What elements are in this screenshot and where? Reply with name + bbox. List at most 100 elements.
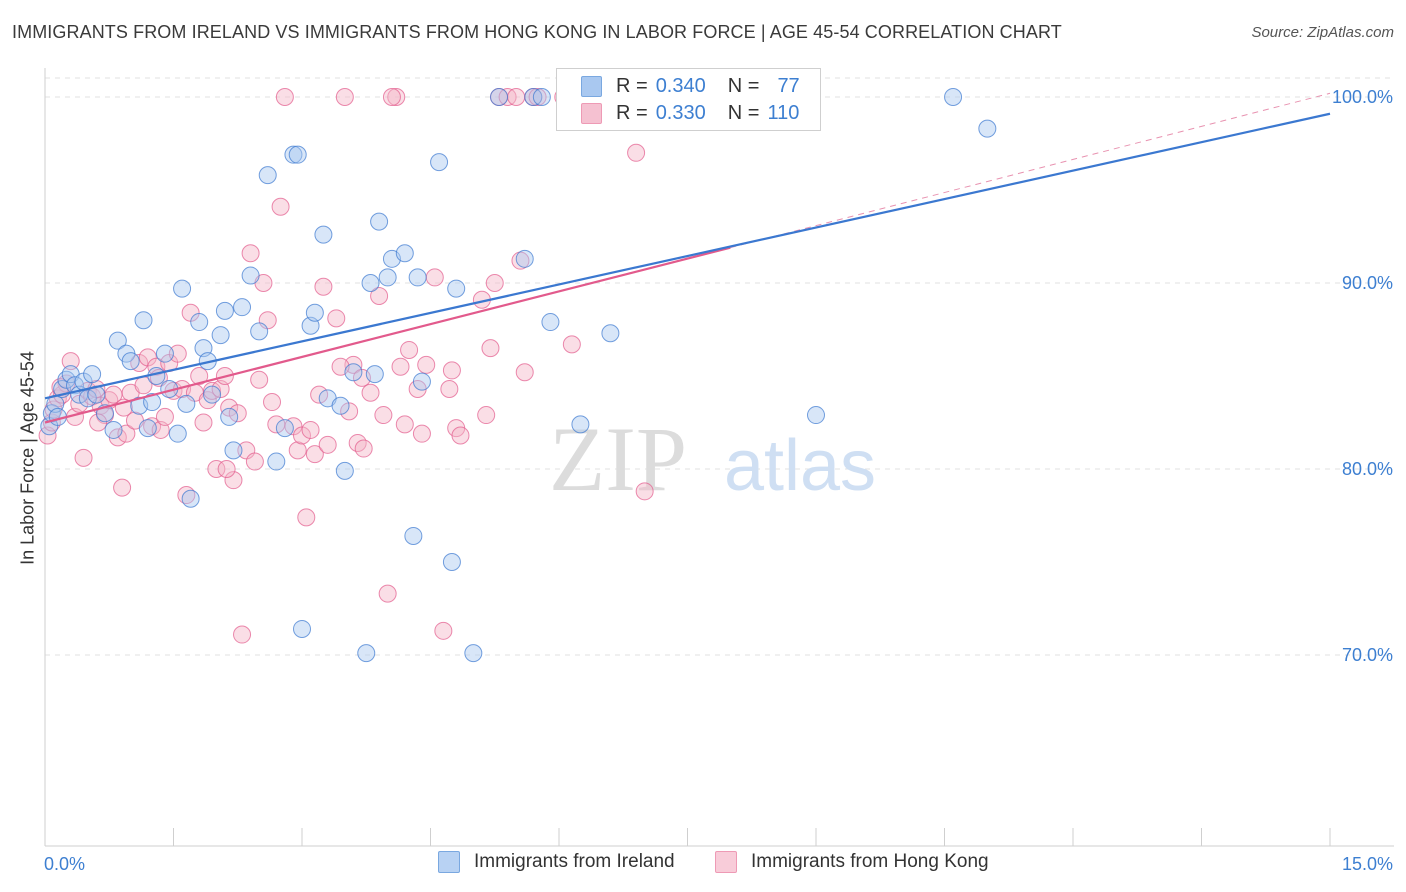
- point-immigrants-from-hong-kong: [61, 352, 80, 371]
- point-immigrants-from-ireland: [267, 452, 286, 471]
- point-immigrants-from-ireland: [65, 376, 84, 395]
- point-immigrants-from-ireland: [168, 424, 187, 443]
- point-immigrants-from-hong-kong: [314, 277, 333, 296]
- point-immigrants-from-hong-kong: [288, 441, 307, 460]
- point-immigrants-from-hong-kong: [74, 448, 93, 467]
- point-immigrants-from-hong-kong: [217, 460, 236, 478]
- legend-n-label: N =: [727, 74, 760, 97]
- point-immigrants-from-hong-kong: [361, 383, 380, 402]
- legend-r-value: 0.340: [655, 74, 706, 97]
- point-immigrants-from-hong-kong: [250, 370, 269, 389]
- point-immigrants-from-ireland: [250, 322, 269, 341]
- point-immigrants-from-hong-kong: [318, 435, 337, 454]
- point-immigrants-from-ireland: [233, 298, 252, 317]
- point-immigrants-from-ireland: [275, 419, 294, 438]
- point-immigrants-from-hong-kong: [400, 340, 419, 359]
- point-immigrants-from-ireland: [601, 324, 620, 343]
- point-immigrants-from-hong-kong: [220, 398, 239, 417]
- point-immigrants-from-hong-kong: [228, 404, 247, 423]
- legend-r-label: R =: [616, 74, 648, 97]
- point-immigrants-from-ireland: [314, 225, 333, 244]
- point-immigrants-from-ireland: [807, 406, 825, 425]
- point-immigrants-from-ireland: [571, 415, 590, 434]
- point-immigrants-from-hong-kong: [528, 88, 547, 106]
- series-swatch-hong-kong: [715, 851, 737, 873]
- series-swatch-ireland: [438, 851, 460, 873]
- point-immigrants-from-ireland: [134, 311, 153, 330]
- legend-r-label: R =: [616, 101, 648, 124]
- point-immigrants-from-hong-kong: [275, 88, 294, 106]
- point-immigrants-from-hong-kong: [477, 406, 496, 425]
- point-immigrants-from-hong-kong: [391, 357, 410, 376]
- data-points: [38, 88, 997, 663]
- point-immigrants-from-ireland: [155, 344, 174, 363]
- point-immigrants-from-hong-kong: [440, 380, 459, 399]
- point-immigrants-from-hong-kong: [155, 407, 174, 426]
- point-immigrants-from-ireland: [370, 212, 389, 231]
- point-immigrants-from-hong-kong: [340, 402, 359, 421]
- point-immigrants-from-hong-kong: [89, 413, 108, 432]
- series-name-ireland: Immigrants from Ireland: [474, 851, 675, 872]
- y-tick-label: 90.0%: [1342, 273, 1393, 293]
- point-immigrants-from-ireland: [378, 268, 397, 287]
- point-immigrants-from-ireland: [490, 88, 509, 106]
- point-immigrants-from-hong-kong: [417, 355, 436, 374]
- point-immigrants-from-hong-kong: [194, 413, 213, 432]
- point-immigrants-from-ireland: [408, 268, 427, 287]
- trend-extension-hong-kong: [730, 92, 1331, 249]
- point-immigrants-from-ireland: [173, 279, 192, 298]
- point-immigrants-from-hong-kong: [297, 508, 316, 527]
- point-immigrants-from-hong-kong: [293, 426, 311, 445]
- point-immigrants-from-ireland: [224, 441, 243, 460]
- point-immigrants-from-ireland: [944, 88, 963, 106]
- point-immigrants-from-hong-kong: [395, 415, 414, 434]
- watermark-zip: ZIP: [549, 408, 687, 510]
- point-immigrants-from-ireland: [344, 363, 363, 382]
- point-immigrants-from-hong-kong: [442, 361, 461, 380]
- point-immigrants-from-ireland: [288, 145, 307, 164]
- point-immigrants-from-ireland: [215, 301, 234, 320]
- point-immigrants-from-hong-kong: [434, 621, 453, 640]
- correlation-legend: R = 0.340 N = 77 R = 0.330 N = 110: [556, 68, 821, 131]
- grid-lines: [45, 77, 1394, 656]
- point-immigrants-from-hong-kong: [481, 339, 500, 358]
- point-immigrants-from-ireland: [241, 266, 260, 285]
- trend-lines: [44, 92, 1331, 424]
- point-immigrants-from-hong-kong: [374, 406, 393, 425]
- point-immigrants-from-ireland: [464, 644, 483, 663]
- point-immigrants-from-ireland: [258, 166, 277, 185]
- legend-n-value: 77: [777, 74, 800, 97]
- series-legend: Immigrants from Ireland Immigrants from …: [0, 851, 1406, 879]
- point-immigrants-from-hong-kong: [335, 88, 354, 106]
- point-immigrants-from-hong-kong: [301, 420, 320, 439]
- point-immigrants-from-hong-kong: [382, 88, 401, 106]
- point-immigrants-from-hong-kong: [233, 625, 252, 644]
- point-immigrants-from-ireland: [181, 489, 200, 508]
- chart-title: IMMIGRANTS FROM IRELAND VS IMMIGRANTS FR…: [12, 22, 1062, 42]
- point-immigrants-from-ireland: [121, 352, 140, 371]
- point-immigrants-from-ireland: [331, 396, 350, 415]
- y-tick-label: 80.0%: [1342, 459, 1393, 479]
- point-immigrants-from-ireland: [335, 461, 354, 480]
- point-immigrants-from-hong-kong: [515, 363, 534, 382]
- point-immigrants-from-ireland: [104, 420, 123, 439]
- point-immigrants-from-hong-kong: [485, 274, 504, 292]
- point-immigrants-from-ireland: [978, 119, 997, 138]
- tick-labels: 70.0% 80.0% 90.0% 100.0% 0.0% 15.0%: [44, 87, 1393, 874]
- y-tick-label: 70.0%: [1342, 645, 1393, 665]
- point-immigrants-from-ireland: [305, 303, 324, 322]
- series-legend-hong-kong: Immigrants from Hong Kong: [715, 851, 989, 873]
- point-immigrants-from-ireland: [361, 274, 380, 292]
- point-immigrants-from-ireland: [447, 279, 466, 298]
- y-tick-label: 100.0%: [1332, 87, 1393, 107]
- trend-line-ireland: [44, 112, 1331, 400]
- point-immigrants-from-hong-kong: [224, 471, 243, 490]
- point-immigrants-from-hong-kong: [310, 385, 329, 404]
- point-immigrants-from-hong-kong: [425, 268, 444, 287]
- watermark-atlas: atlas: [724, 426, 876, 506]
- legend-r-value: 0.330: [655, 101, 706, 124]
- point-immigrants-from-hong-kong: [627, 143, 646, 162]
- point-immigrants-from-ireland: [220, 407, 239, 426]
- point-immigrants-from-hong-kong: [113, 478, 132, 497]
